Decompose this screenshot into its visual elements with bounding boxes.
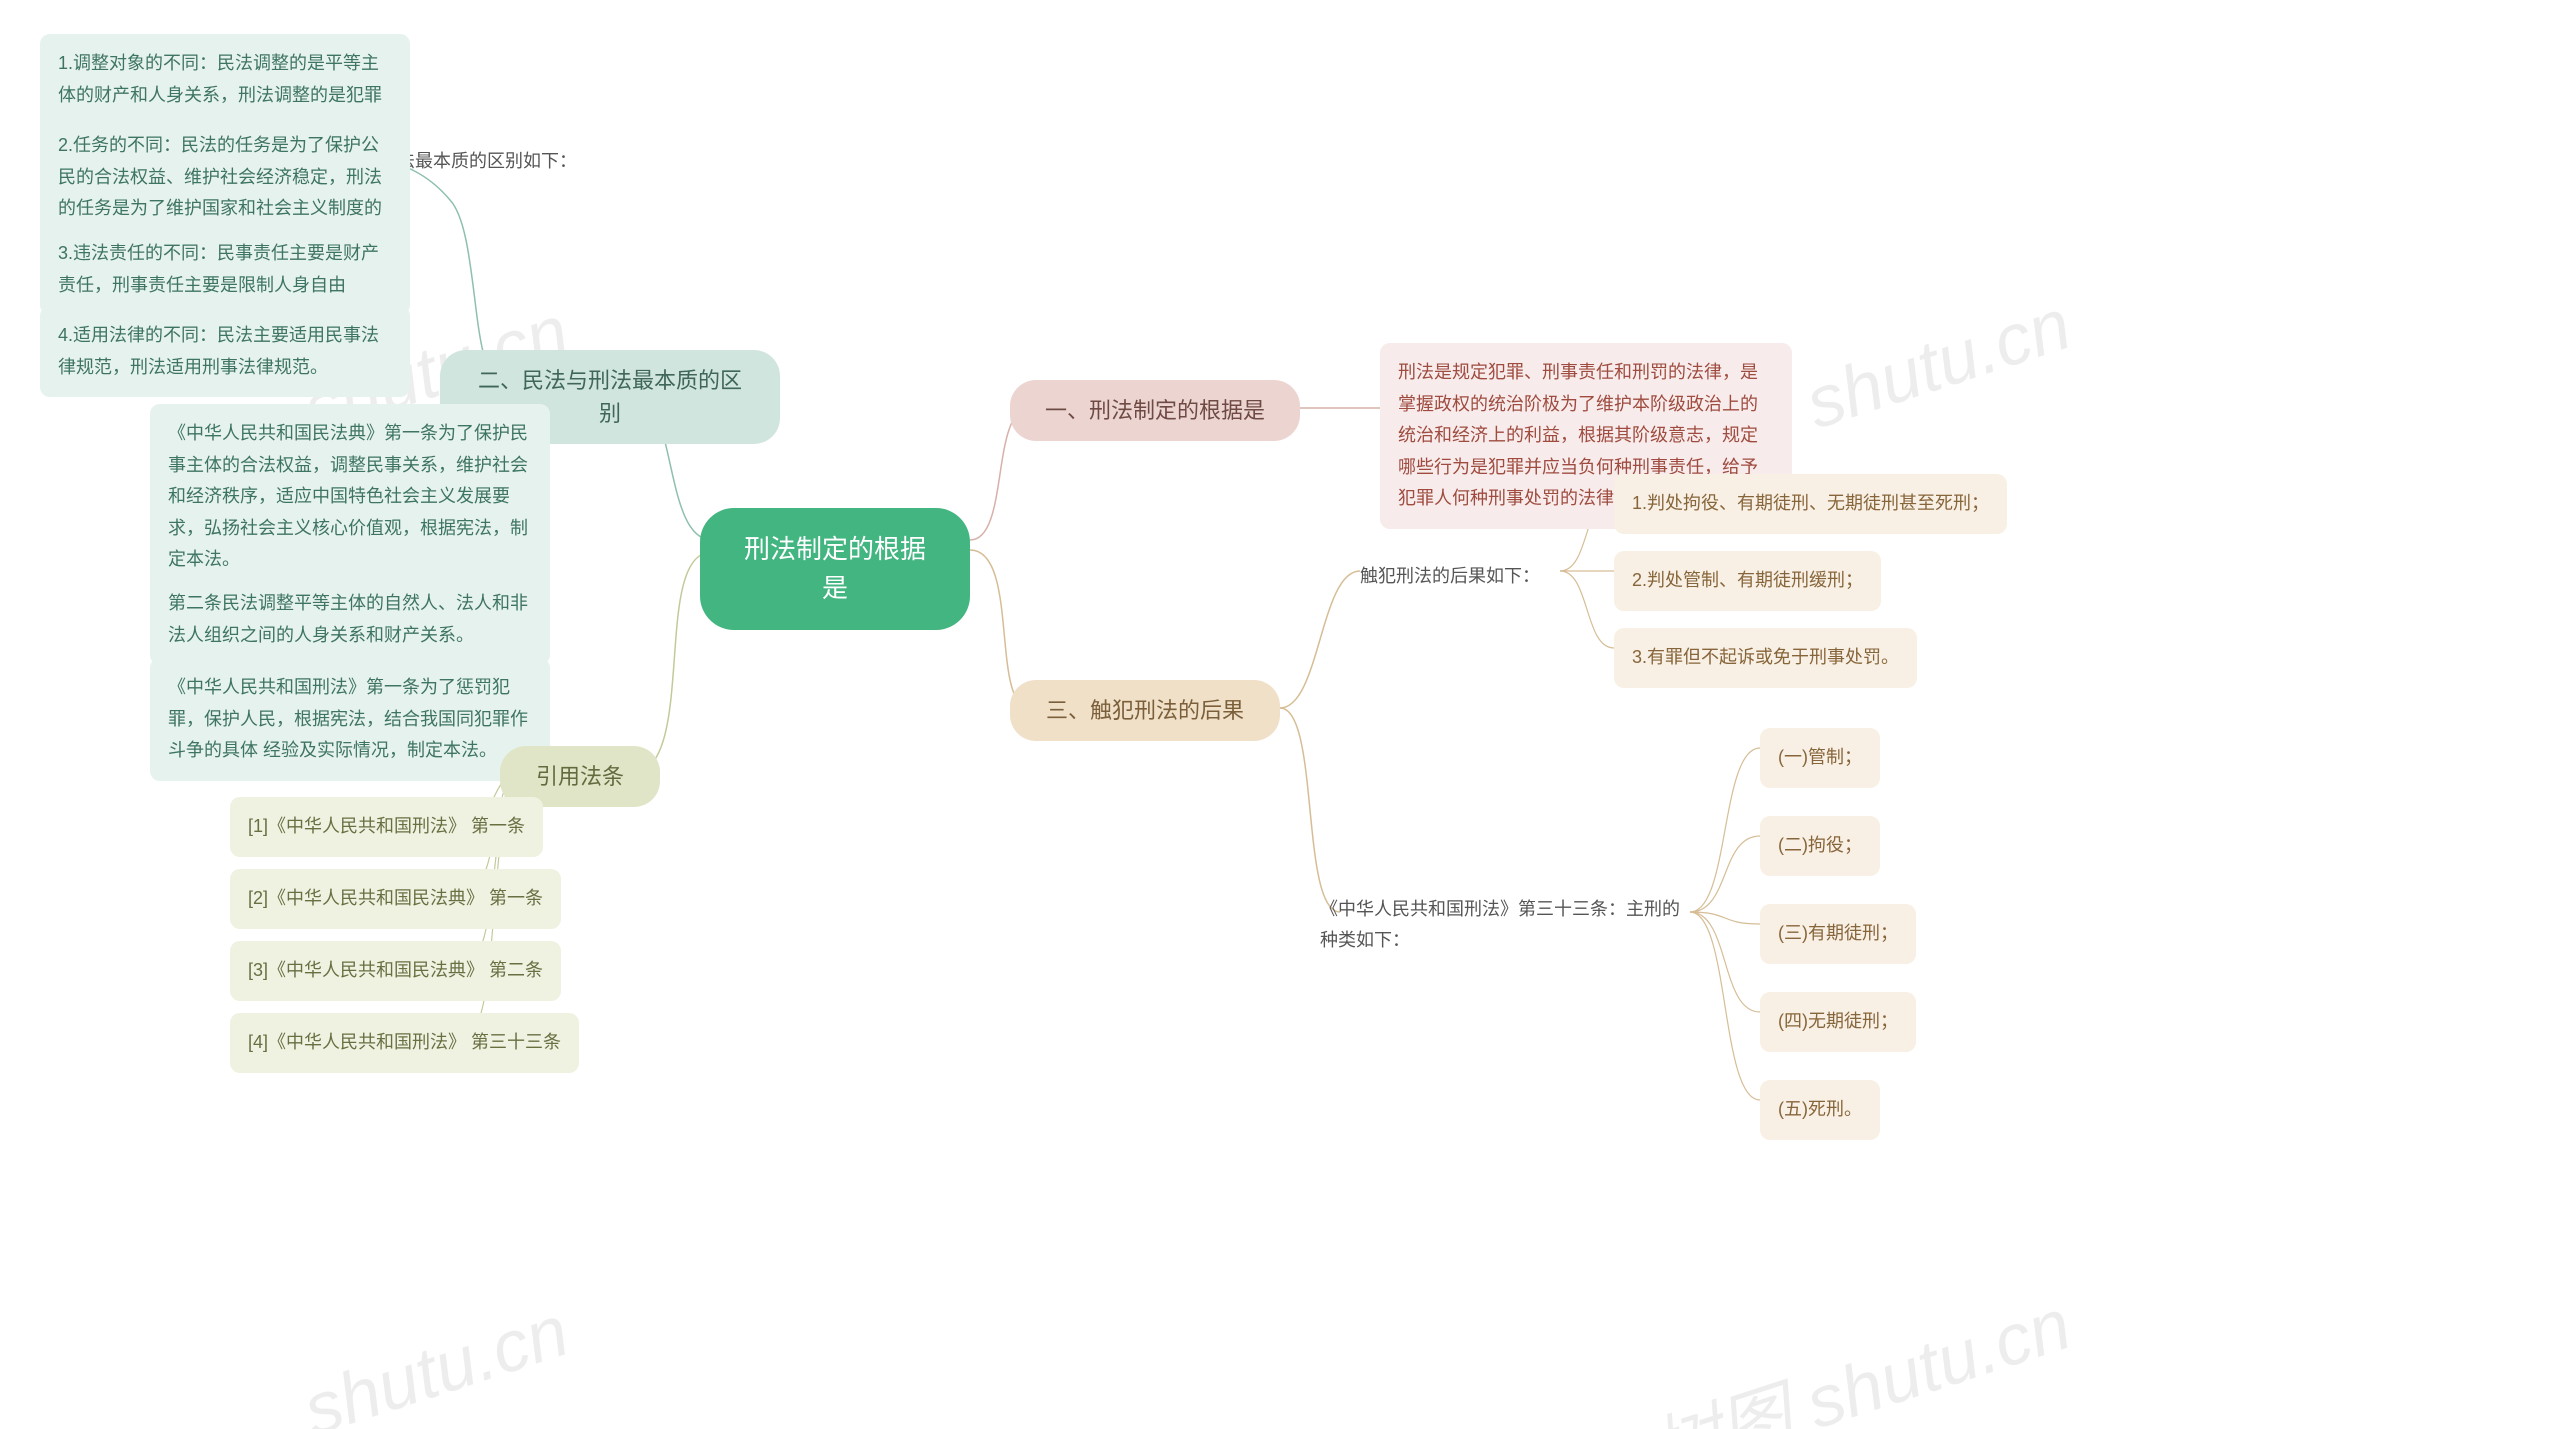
penalty-type-item: (三)有期徒刑；: [1760, 904, 1916, 964]
branch-two-para: 第二条民法调整平等主体的自然人、法人和非法人组织之间的人身关系和财产关系。: [150, 574, 550, 665]
ref-item: [2]《中华人民共和国民法典》 第一条: [230, 869, 561, 929]
penalty-types-label: 《中华人民共和国刑法》第三十三条：主刑的种类如下：: [1320, 894, 1690, 955]
penalty-type-item: (二)拘役；: [1760, 816, 1880, 876]
consequence-item: 3.有罪但不起诉或免于刑事处罚。: [1614, 628, 1917, 688]
ref-item: [1]《中华人民共和国刑法》 第一条: [230, 797, 543, 857]
diff-item: 3.违法责任的不同：民事责任主要是财产责任，刑事责任主要是限制人身自由: [40, 224, 410, 315]
branch-two-para: 《中华人民共和国民法典》第一条为了保护民事主体的合法权益，调整民事关系，维护社会…: [150, 404, 550, 590]
penalty-type-item: (四)无期徒刑；: [1760, 992, 1916, 1052]
branch-one[interactable]: 一、刑法制定的根据是: [1010, 380, 1300, 441]
watermark: 树图 shutu.cn: [1634, 1265, 2081, 1429]
ref-item: [3]《中华人民共和国民法典》 第二条: [230, 941, 561, 1001]
branch-three[interactable]: 三、触犯刑法的后果: [1010, 680, 1280, 741]
penalty-type-item: (五)死刑。: [1760, 1080, 1880, 1140]
consequence-label: 触犯刑法的后果如下：: [1360, 561, 1540, 592]
ref-item: [4]《中华人民共和国刑法》 第三十三条: [230, 1013, 579, 1073]
watermark: shutu.cn: [294, 1290, 578, 1429]
diff-item: 4.适用法律的不同：民法主要适用民事法律规范，刑法适用刑事法律规范。: [40, 306, 410, 397]
penalty-type-item: (一)管制；: [1760, 728, 1880, 788]
consequence-item: 1.判处拘役、有期徒刑、无期徒刑甚至死刑；: [1614, 474, 2007, 534]
root-node[interactable]: 刑法制定的根据是: [700, 508, 970, 630]
mindmap-canvas: shutu.cn 树图 shutu.cn shutu.cn 树图 shutu.c…: [0, 0, 2560, 1429]
branch-two-para: 《中华人民共和国刑法》第一条为了惩罚犯罪，保护人民，根据宪法，结合我国同犯罪作斗…: [150, 658, 550, 781]
consequence-item: 2.判处管制、有期徒刑缓刑；: [1614, 551, 1881, 611]
